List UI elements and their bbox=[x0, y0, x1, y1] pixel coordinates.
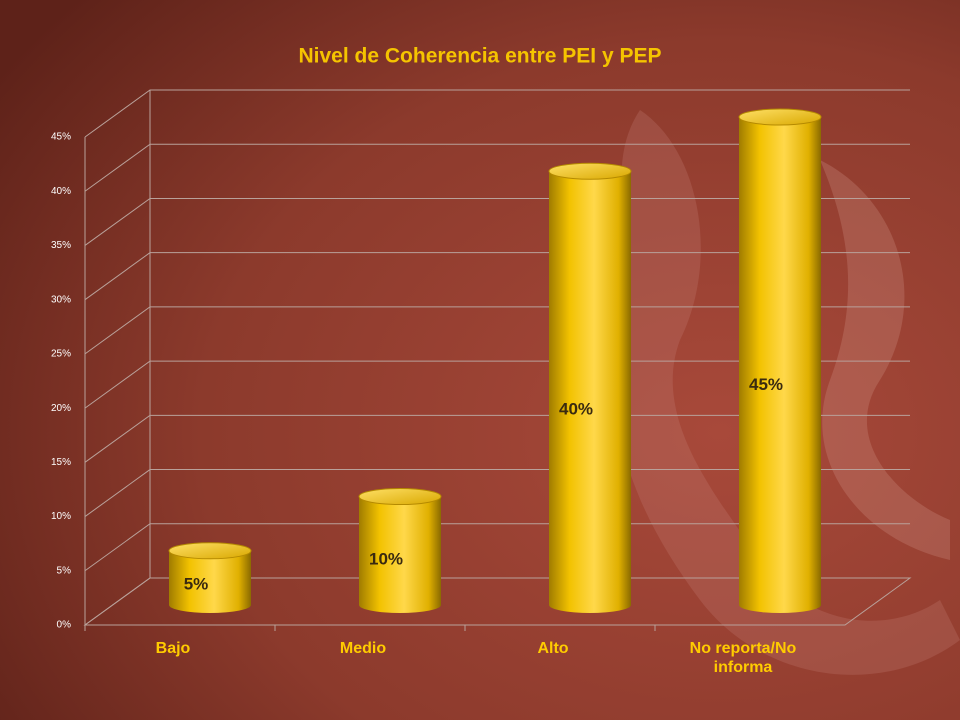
x-tick-label: Bajo bbox=[156, 640, 191, 657]
grid-line bbox=[84, 360, 910, 409]
grid-line bbox=[84, 143, 910, 192]
data-label: 45% bbox=[749, 375, 783, 394]
grid-line bbox=[84, 252, 910, 301]
bar bbox=[169, 550, 251, 613]
bar-top bbox=[358, 488, 442, 506]
decoration bbox=[614, 110, 960, 675]
y-tick-label: 35% bbox=[51, 240, 71, 251]
y-tick-label: 5% bbox=[57, 565, 72, 576]
y-tick-label: 15% bbox=[51, 457, 71, 468]
grid-line bbox=[84, 197, 910, 246]
y-tick-label: 40% bbox=[51, 186, 71, 197]
y-tick-label: 25% bbox=[51, 349, 71, 360]
x-tick-label: Medio bbox=[340, 640, 386, 657]
decoration bbox=[820, 160, 950, 560]
x-tick-label: Alto bbox=[537, 640, 568, 657]
y-tick-label: 30% bbox=[51, 294, 71, 305]
y-tick-label: 20% bbox=[51, 403, 71, 414]
bar-top bbox=[548, 162, 632, 180]
grid-line bbox=[84, 523, 910, 572]
x-tick-label: No reporta/No informa bbox=[690, 640, 797, 676]
bar bbox=[549, 171, 631, 613]
grid-line bbox=[84, 469, 910, 517]
bar-top bbox=[738, 108, 822, 126]
data-label: 5% bbox=[184, 574, 209, 593]
grid-line bbox=[84, 414, 910, 463]
y-tick-label: 45% bbox=[51, 132, 71, 143]
grid-line bbox=[84, 306, 910, 355]
bar-top bbox=[168, 542, 252, 560]
bar bbox=[739, 117, 821, 613]
data-label: 10% bbox=[369, 549, 403, 568]
y-tick-label: 0% bbox=[57, 620, 72, 631]
grid-line bbox=[84, 577, 910, 626]
chart-title: Nivel de Coherencia entre PEI y PEP bbox=[299, 45, 662, 68]
bar bbox=[359, 496, 441, 613]
grid-line bbox=[84, 89, 910, 138]
y-tick-label: 10% bbox=[51, 511, 71, 522]
data-label: 40% bbox=[559, 399, 593, 418]
